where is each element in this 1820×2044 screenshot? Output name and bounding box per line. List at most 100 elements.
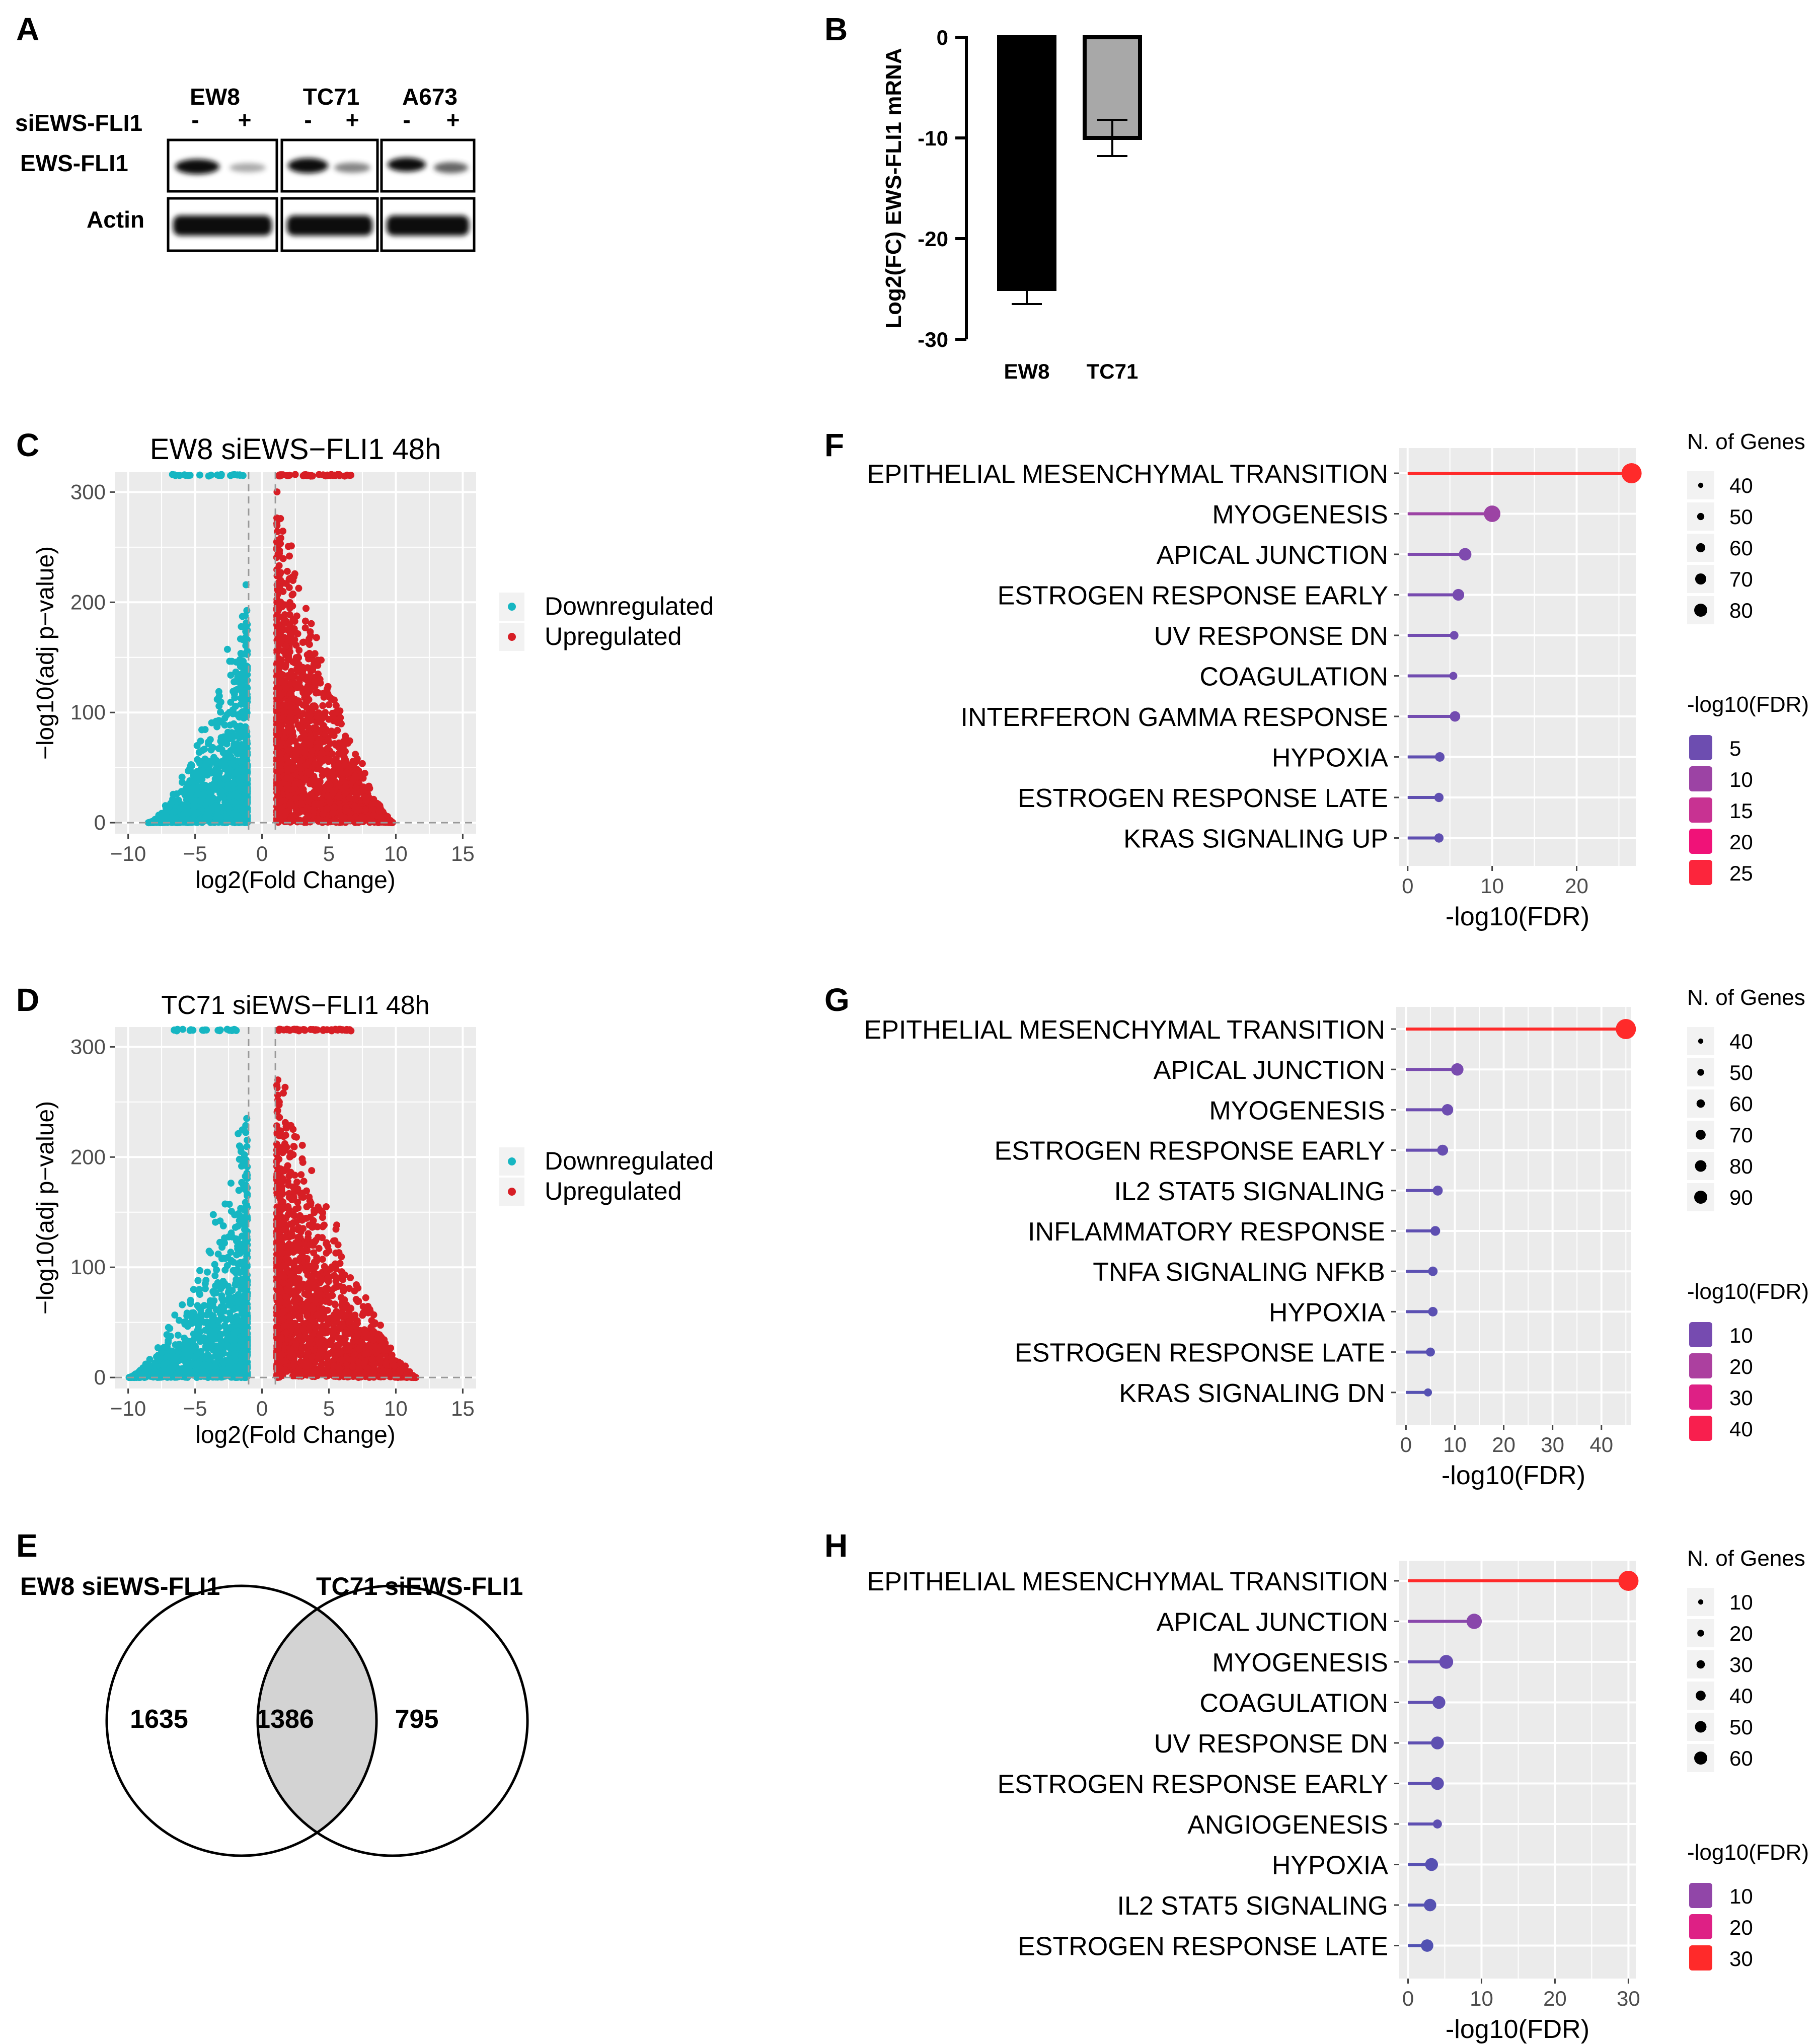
- data-point: [233, 1235, 240, 1243]
- data-point: [301, 749, 309, 756]
- y-tick-label: -10: [918, 126, 948, 150]
- data-point: [303, 1310, 311, 1318]
- data-point: [174, 1332, 182, 1339]
- data-point: [332, 1265, 340, 1273]
- y-tick-label: 0: [937, 26, 948, 49]
- blot-band: [334, 163, 370, 173]
- data-point: [323, 1203, 330, 1210]
- data-point: [325, 701, 333, 708]
- data-point: [291, 471, 299, 478]
- data-point: [217, 708, 224, 716]
- data-point: [221, 721, 229, 729]
- data-point: [231, 1350, 239, 1357]
- data-point: [211, 775, 219, 783]
- data-point: [242, 759, 249, 767]
- data-point: [341, 741, 348, 748]
- data-point: [241, 1207, 249, 1214]
- data-point: [288, 668, 295, 675]
- data-point: [307, 686, 314, 694]
- sign-4: +: [346, 107, 359, 133]
- data-point: [342, 783, 349, 790]
- data-point: [148, 1373, 156, 1380]
- data-point: [336, 794, 343, 801]
- data-point: [214, 1352, 221, 1359]
- data-point: [317, 715, 324, 722]
- data-point: [242, 731, 249, 738]
- data-point: [237, 700, 245, 708]
- data-point: [301, 737, 309, 744]
- points-group: [144, 471, 396, 827]
- blot-row-ews-fli1: EWS-FLI1: [20, 150, 128, 176]
- data-point: [304, 694, 311, 701]
- data-point: [242, 612, 249, 620]
- data-point: [224, 1254, 232, 1261]
- data-point: [230, 1329, 237, 1337]
- data-point: [182, 1318, 189, 1326]
- data-point: [217, 1285, 224, 1292]
- data-point: [242, 749, 249, 756]
- data-point: [319, 690, 327, 697]
- data-point: [289, 817, 297, 825]
- data-point: [274, 550, 282, 558]
- data-point: [170, 1353, 177, 1360]
- data-point: [241, 709, 249, 716]
- x-tick-label: 10: [384, 842, 408, 865]
- data-point: [298, 800, 306, 808]
- data-point: [312, 777, 320, 784]
- data-point: [244, 775, 251, 782]
- data-point: [238, 1318, 245, 1325]
- data-point: [323, 805, 331, 813]
- data-point: [290, 625, 298, 632]
- data-point: [242, 1326, 250, 1333]
- blot-band: [287, 215, 372, 236]
- data-point: [294, 721, 301, 728]
- y-tick-label: -20: [918, 227, 948, 251]
- data-point: [206, 1303, 214, 1310]
- data-point: [361, 793, 368, 801]
- data-point: [295, 661, 302, 669]
- data-point: [273, 773, 281, 780]
- blot-band: [434, 162, 468, 173]
- data-point: [281, 1233, 289, 1241]
- data-point: [275, 659, 282, 666]
- data-point: [132, 1372, 140, 1379]
- data-point: [332, 755, 340, 763]
- data-point: [292, 795, 299, 802]
- data-point: [211, 1272, 219, 1279]
- data-point: [308, 620, 315, 627]
- data-point: [343, 769, 350, 776]
- data-point: [220, 1349, 227, 1357]
- data-point: [181, 471, 188, 479]
- data-point: [219, 1358, 227, 1366]
- data-point: [216, 1217, 224, 1225]
- data-point: [194, 809, 201, 817]
- data-point: [277, 750, 285, 758]
- blot-band: [173, 215, 272, 236]
- data-point: [173, 1027, 181, 1035]
- data-point: [309, 666, 317, 674]
- data-point: [191, 1353, 198, 1361]
- data-point: [341, 754, 348, 761]
- data-point: [232, 1281, 239, 1289]
- sign-2: +: [238, 107, 252, 133]
- data-point: [185, 808, 192, 815]
- data-point: [244, 621, 251, 628]
- data-point: [229, 779, 236, 787]
- data-point: [306, 635, 313, 643]
- data-point: [329, 750, 336, 758]
- data-point: [358, 760, 366, 767]
- data-point: [204, 806, 211, 814]
- data-point: [201, 1280, 209, 1287]
- data-point: [207, 1249, 214, 1257]
- data-point: [170, 790, 177, 798]
- data-point: [361, 770, 368, 777]
- data-point: [294, 653, 302, 661]
- data-point: [243, 684, 251, 691]
- data-point: [218, 761, 225, 769]
- legend-label: Upregulated: [545, 622, 681, 650]
- data-point: [315, 800, 322, 808]
- data-point: [316, 740, 323, 748]
- data-point: [278, 636, 285, 643]
